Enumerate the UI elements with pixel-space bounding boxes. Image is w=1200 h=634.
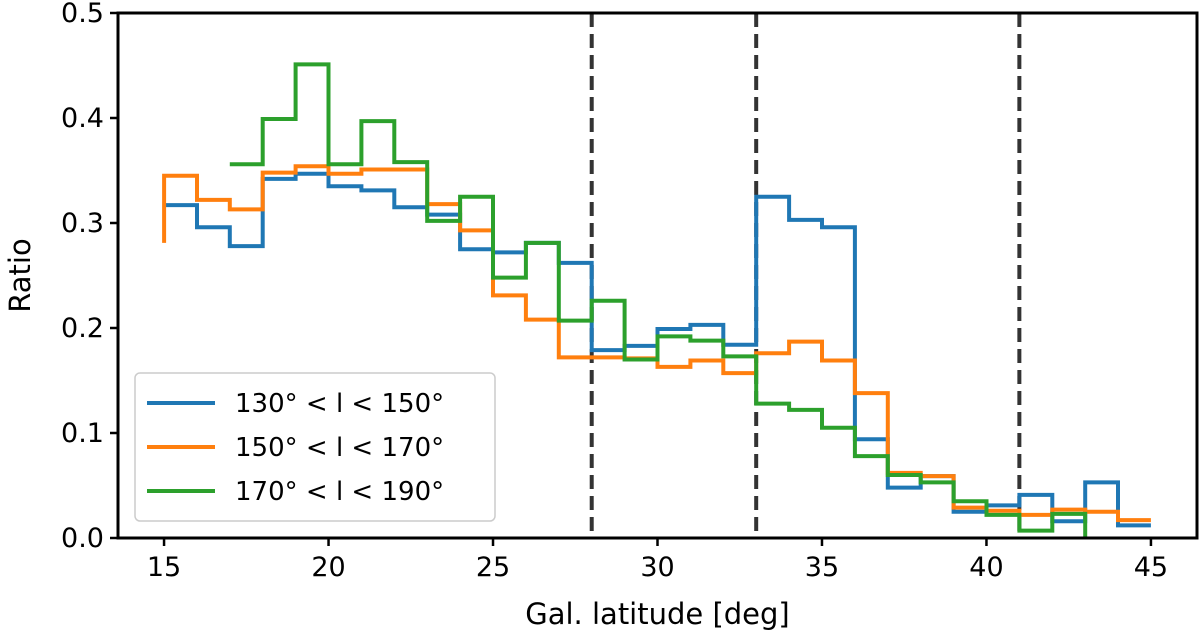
threshold-lines <box>589 13 1022 538</box>
legend-label-2: 150° < l < 170° <box>235 433 444 463</box>
y-tick-label: 0.5 <box>61 0 104 29</box>
x-tick-label: 35 <box>805 552 839 583</box>
y-axis-label: Ratio <box>3 238 37 312</box>
legend-label-1: 130° < l < 150° <box>235 389 444 419</box>
legend: 130° < l < 150° 150° < l < 170° 170° < l <… <box>134 372 496 522</box>
axis-ticks: 15 20 25 30 35 40 45 0.0 0.1 0.2 0.3 0.4 0.5 <box>61 0 1168 583</box>
y-tick-label: 0.3 <box>61 208 104 239</box>
y-tick-label: 0.0 <box>61 523 104 554</box>
x-tick-label: 20 <box>311 552 345 583</box>
legend-box <box>134 372 496 522</box>
legend-label-3: 170° < l < 190° <box>235 477 444 507</box>
y-tick-label: 0.2 <box>61 313 104 344</box>
x-tick-label: 45 <box>1134 552 1168 583</box>
x-tick-label: 15 <box>147 552 181 583</box>
series-line-3 <box>229 62 1088 538</box>
y-tick-label: 0.4 <box>61 103 104 134</box>
x-tick-label: 25 <box>476 552 510 583</box>
x-tick-label: 30 <box>640 552 674 583</box>
series-lines <box>162 62 1151 538</box>
x-tick-label: 40 <box>969 552 1003 583</box>
x-axis-label: Gal. latitude [deg] <box>525 597 790 631</box>
y-tick-label: 0.1 <box>61 418 104 449</box>
